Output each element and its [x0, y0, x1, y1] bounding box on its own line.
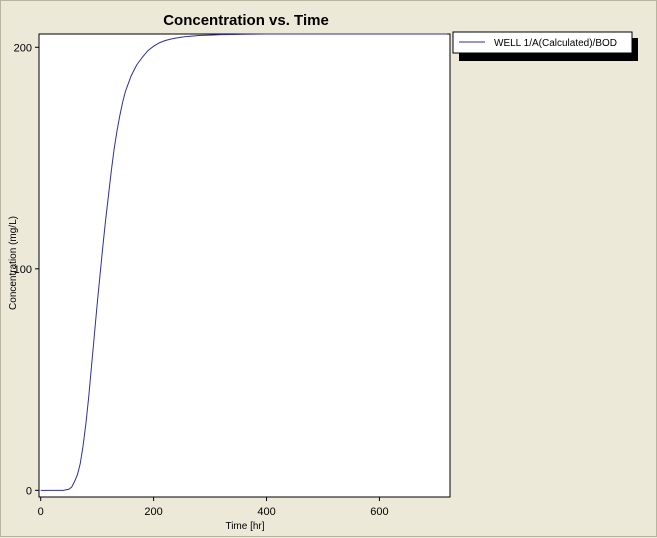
x-tick-label: 400 [257, 506, 275, 518]
x-tick-label: 0 [38, 506, 44, 518]
y-axis-label: Concentration (mg/L) [8, 216, 19, 310]
y-axis: 0 100 200 [14, 42, 39, 497]
series-line-well-1-a-bod [40, 33, 448, 491]
x-tick-label: 600 [370, 506, 388, 518]
chart-title: Concentration vs. Time [163, 12, 329, 29]
y-tick-label: 200 [14, 42, 32, 54]
y-tick-label: 0 [26, 485, 32, 497]
plot-area [38, 33, 451, 498]
legend: WELL 1/A(Calculated)/BOD [452, 31, 638, 61]
legend-label: WELL 1/A(Calculated)/BOD [494, 38, 617, 49]
x-axis-label: Time [hr] [225, 521, 264, 532]
y-tick-label: 100 [14, 264, 32, 276]
x-tick-label: 200 [144, 506, 162, 518]
x-axis: 0 200 400 600 [38, 497, 389, 518]
legend-box [452, 31, 633, 54]
